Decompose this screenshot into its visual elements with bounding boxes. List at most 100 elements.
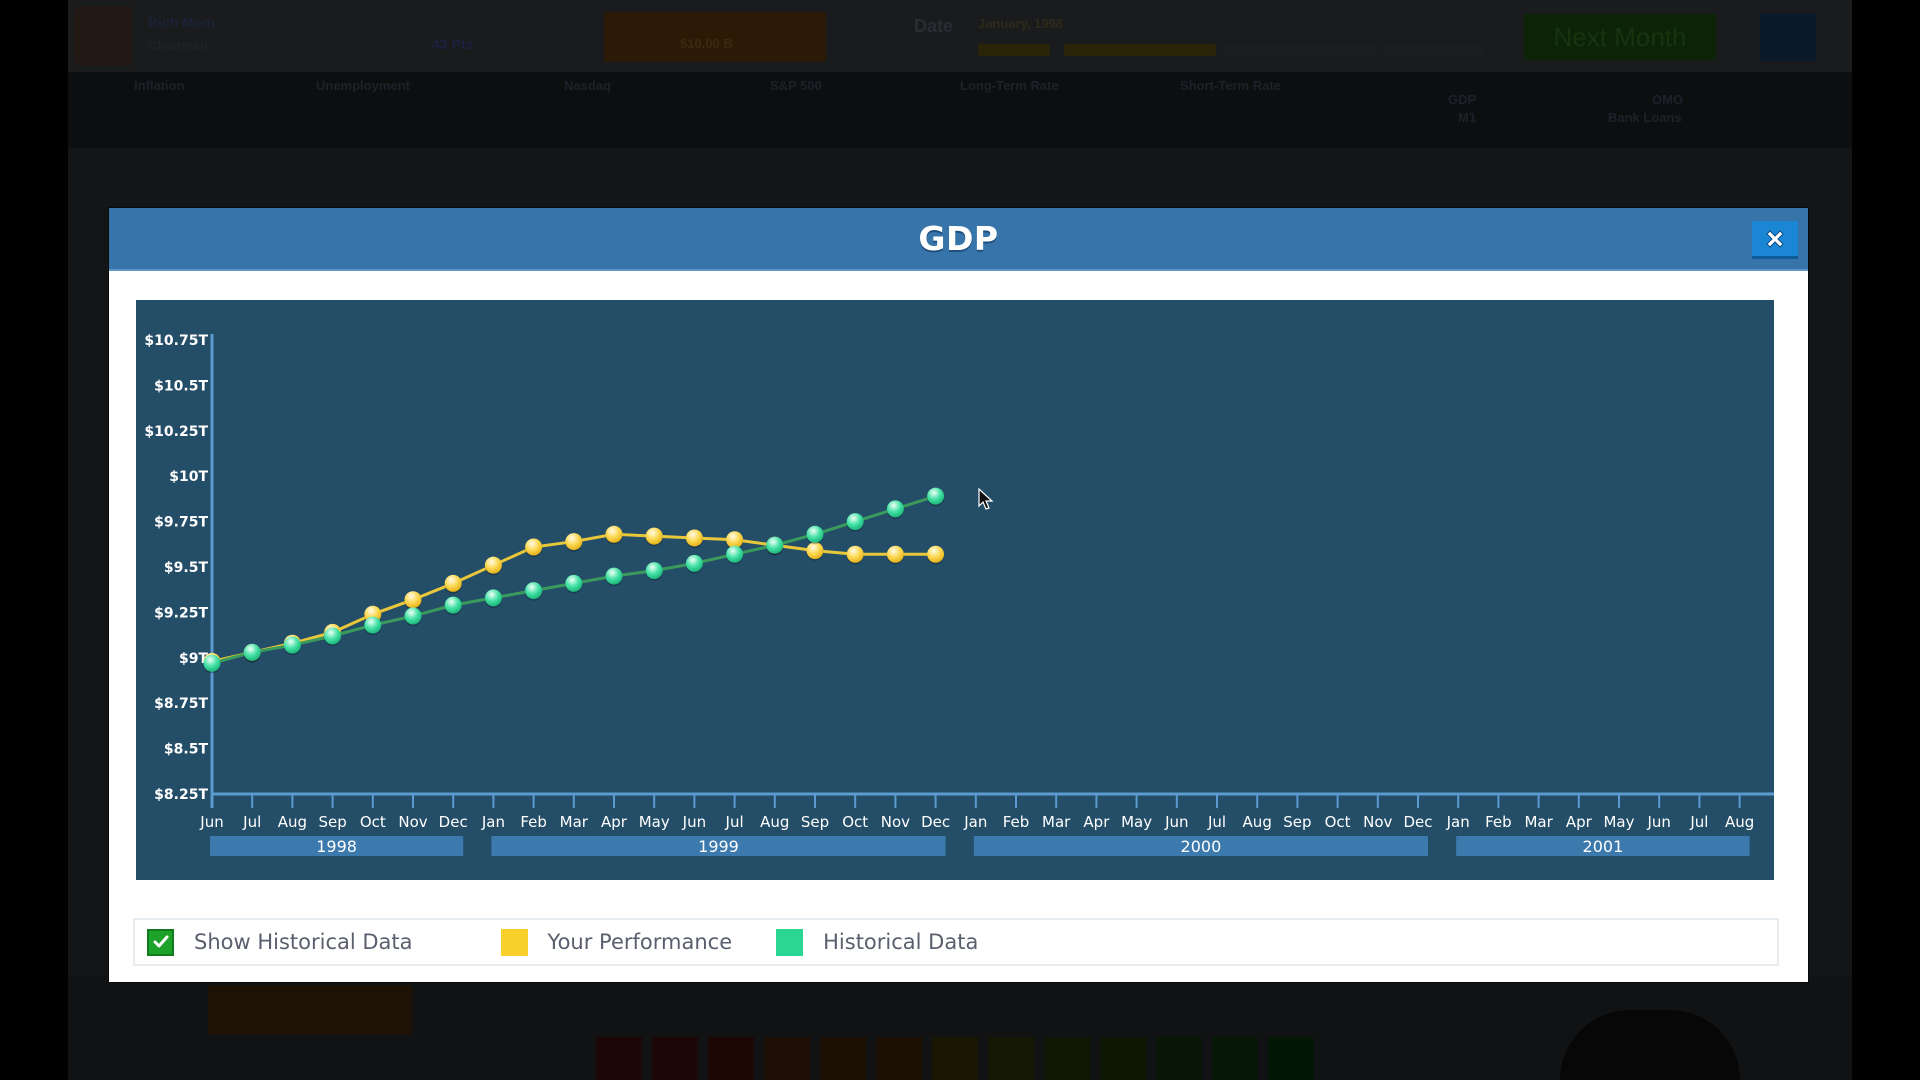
- progress-seg: [978, 44, 1050, 56]
- chart-panel: $8.25T $8.5T $8.75T $9T $9.25T $9.5T $9.75T $10…: [136, 300, 1774, 880]
- x-tick-label: Feb: [1485, 813, 1512, 831]
- x-tick-label: Feb: [1003, 813, 1030, 831]
- x-tick-label: Feb: [520, 813, 547, 831]
- show-historical-toggle[interactable]: Show Historical Data: [147, 928, 413, 956]
- year-band-2001: [1456, 836, 1750, 856]
- historical-point: [484, 589, 502, 607]
- x-tick-label: Apr: [1083, 813, 1110, 831]
- your-performance-point: [484, 556, 502, 574]
- x-tick-label: Nov: [881, 813, 910, 831]
- x-tick-label: May: [1603, 813, 1634, 831]
- show-historical-label: Show Historical Data: [194, 930, 413, 954]
- gdp-line-chart: $8.25T $8.5T $8.75T $9T $9.25T $9.5T $9.75T $10…: [144, 333, 1774, 856]
- historical-point: [927, 487, 945, 505]
- x-tick-label: Aug: [760, 813, 789, 831]
- y-tick-label: $9T: [179, 651, 208, 667]
- your-performance-point: [806, 542, 824, 560]
- x-tick-label: Jun: [682, 813, 706, 831]
- budget-value: $10.00 B: [680, 36, 733, 51]
- your-performance-label: Your Performance: [547, 930, 733, 954]
- x-tick-label: Mar: [1524, 813, 1553, 831]
- menu-button[interactable]: [1760, 13, 1816, 61]
- historical-point: [806, 525, 824, 543]
- x-tick-label: Nov: [398, 813, 427, 831]
- historical-label: Historical Data: [823, 930, 979, 954]
- side-stat-gdp: GDP: [1448, 92, 1477, 107]
- meter-bar: [1100, 1037, 1146, 1080]
- y-tick-label: $8.75T: [154, 696, 208, 712]
- progress-seg: [1384, 44, 1484, 56]
- your-performance-point: [846, 545, 864, 563]
- historical-point: [565, 574, 583, 592]
- historical-point: [283, 636, 301, 654]
- historical-point: [846, 513, 864, 531]
- your-performance-point: [886, 545, 904, 563]
- stat-short-term-rate: Short-Term Rate: [1180, 78, 1281, 93]
- historical-point: [243, 643, 261, 661]
- x-tick-label: Jan: [963, 813, 987, 831]
- close-x-icon: [1766, 229, 1784, 248]
- player-name: Rich Mom: [148, 14, 215, 30]
- meter-bar: [652, 1037, 698, 1080]
- stat-inflation: Inflation: [134, 78, 185, 93]
- y-tick-label: $10.5T: [154, 378, 208, 394]
- stat-sp500: S&P 500: [770, 78, 822, 93]
- meter-bar: [764, 1037, 810, 1080]
- x-tick-label: Dec: [1403, 813, 1432, 831]
- progress-seg: [1224, 44, 1376, 56]
- x-tick-label: Sep: [318, 813, 346, 831]
- x-tick-label: Oct: [1325, 813, 1351, 831]
- show-historical-checkbox[interactable]: [147, 928, 174, 956]
- player-avatar: [74, 6, 132, 66]
- year-band-2000: [973, 836, 1428, 856]
- meter-bar: [1156, 1037, 1202, 1080]
- budget-panel: [604, 12, 826, 62]
- modal-title: GDP: [918, 219, 999, 258]
- y-tick-label: $8.25T: [154, 787, 208, 803]
- y-tick-label: $10.25T: [144, 424, 208, 440]
- historical-point: [726, 545, 744, 563]
- side-stat-m1: M1: [1458, 110, 1477, 125]
- x-tick-label: Jan: [1446, 813, 1470, 831]
- next-month-button[interactable]: Next Month: [1524, 14, 1716, 60]
- stat-unemployment: Unemployment: [316, 78, 410, 93]
- your-performance-point: [404, 591, 422, 609]
- mouse-cursor-icon: [978, 488, 994, 510]
- year-label: 1999: [698, 837, 739, 856]
- your-performance-point: [645, 527, 663, 545]
- your-performance-point: [927, 545, 945, 563]
- meter-bar: [988, 1037, 1034, 1080]
- close-button[interactable]: [1752, 221, 1798, 259]
- x-tick-label: Sep: [801, 813, 829, 831]
- y-tick-label: $9.5T: [164, 560, 209, 576]
- x-tick-label: Dec: [921, 813, 950, 831]
- background-orange-button: [208, 985, 412, 1035]
- side-stat-omo: OMO: [1652, 92, 1684, 107]
- your-performance-point: [525, 538, 543, 556]
- player-subtitle: Chairman: [148, 38, 208, 53]
- historical-point: [766, 536, 784, 554]
- stat-nasdaq: Nasdaq: [564, 78, 611, 93]
- meter-bar: [820, 1037, 866, 1080]
- x-tick-label: Sep: [1283, 813, 1311, 831]
- x-tick-label: May: [1121, 813, 1152, 831]
- modal-header: GDP: [109, 208, 1808, 271]
- year-label: 2000: [1181, 837, 1222, 856]
- historical-point: [203, 654, 221, 672]
- historical-point: [324, 627, 342, 645]
- historical-point: [364, 616, 382, 634]
- x-tick-label: Jun: [199, 813, 223, 831]
- legend-historical: Historical Data: [776, 928, 979, 956]
- x-tick-label: Jun: [1646, 813, 1670, 831]
- your-performance-point: [685, 529, 703, 547]
- advisor-figure: [1560, 1010, 1740, 1080]
- date-label: Date: [914, 16, 954, 36]
- y-tick-label: $10T: [169, 469, 208, 485]
- y-tick-label: $8.5T: [164, 742, 209, 758]
- your-performance-point: [444, 574, 462, 592]
- x-tick-label: Mar: [560, 813, 589, 831]
- gdp-modal: GDP $8.25T $8.5T $8.75T $9T $9.25T $9.5T $9.75…: [109, 208, 1808, 982]
- historical-point: [404, 607, 422, 625]
- meter-bar: [1212, 1037, 1258, 1080]
- x-tick-label: Dec: [439, 813, 468, 831]
